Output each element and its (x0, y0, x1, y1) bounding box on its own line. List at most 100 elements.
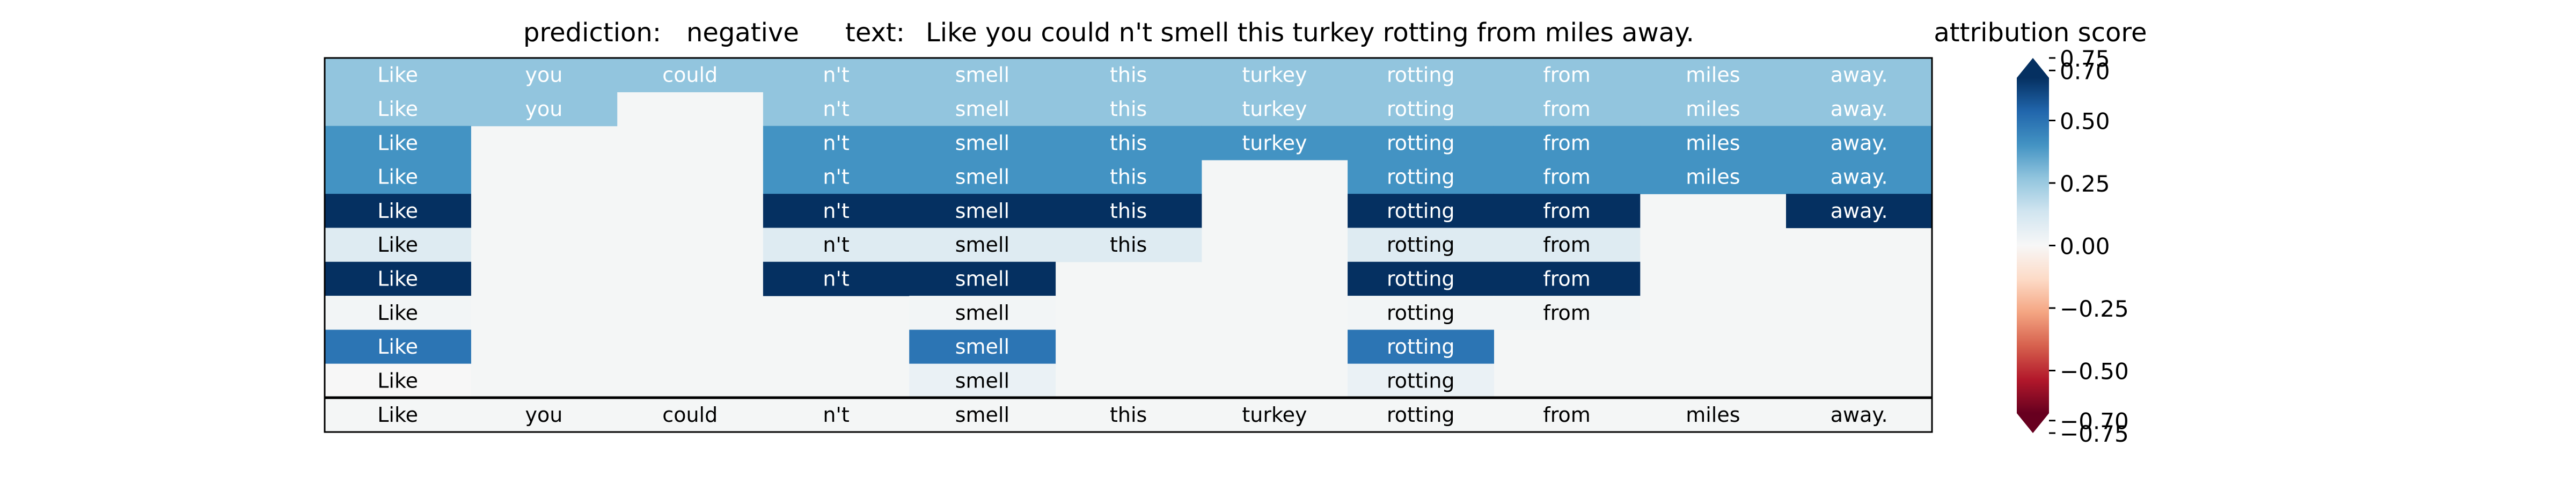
heatmap-cell-label: from (1543, 301, 1590, 325)
footer-token-label: from (1543, 403, 1590, 427)
heatmap-cell (325, 228, 471, 262)
colorbar-tick-label: 0.25 (2060, 171, 2110, 197)
heatmap-cell-label: you (525, 97, 563, 121)
heatmap-cell-label: miles (1686, 63, 1740, 87)
heatmap-cell-label: Like (377, 335, 418, 358)
heatmap-cell-label: from (1543, 131, 1590, 155)
heatmap-cell (1348, 296, 1494, 330)
heatmap-cell (909, 296, 1056, 330)
heatmap-cell (1201, 92, 1348, 127)
heatmap-cell (1494, 126, 1641, 160)
heatmap-cell-label: this (1110, 63, 1147, 87)
heatmap-cell-label: n't (823, 267, 849, 290)
heatmap-cell-label: rotting (1387, 335, 1455, 358)
heatmap-cell (325, 296, 471, 330)
heatmap-cell-label: Like (377, 267, 418, 290)
heatmap-cell (325, 261, 471, 296)
footer-token-label: miles (1686, 403, 1740, 427)
heatmap-cell-label: smell (955, 165, 1009, 189)
footer-token-label: you (525, 403, 563, 427)
colorbar-tick-label: 0.75 (2060, 46, 2110, 72)
heatmap-cell (909, 261, 1056, 296)
heatmap-cell (909, 194, 1056, 229)
colorbar-tick-label: −0.50 (2060, 358, 2129, 385)
heatmap-cell (909, 126, 1056, 160)
heatmap-cell (763, 194, 910, 229)
heatmap-cell (909, 363, 1056, 398)
heatmap-cell (1348, 330, 1494, 364)
text-label: text: (845, 18, 905, 48)
heatmap-cell-label: smell (955, 97, 1009, 121)
heatmap-cell-label: n't (823, 165, 849, 189)
heatmap-cell (1348, 58, 1494, 92)
heatmap-cell (1055, 126, 1202, 160)
heatmap-cell (763, 92, 910, 127)
colorbar-tick-label: −0.75 (2060, 421, 2129, 447)
heatmap-cell (1348, 92, 1494, 127)
heatmap-cell-label: away. (1831, 131, 1888, 155)
heatmap-cell (1640, 58, 1787, 92)
heatmap-cell-label: rotting (1387, 131, 1455, 155)
footer-token-label: smell (955, 403, 1009, 427)
heatmap-cell (1786, 126, 1933, 160)
heatmap-cell-label: smell (955, 267, 1009, 290)
footer-token-label: this (1110, 403, 1147, 427)
colorbar-gradient (2033, 78, 2049, 413)
heatmap-cell-label: rotting (1387, 301, 1455, 325)
heatmap-cell (1494, 296, 1641, 330)
heatmap-cell-label: this (1110, 131, 1147, 155)
heatmap-cell (1494, 194, 1641, 229)
heatmap-cell (1055, 159, 1202, 194)
heatmap-cell-label: Like (377, 369, 418, 392)
heatmap-cell (1348, 126, 1494, 160)
heatmap-cell-label: n't (823, 63, 849, 87)
prediction-value: negative (686, 18, 799, 48)
heatmap-cell-label: from (1543, 63, 1590, 87)
prediction-label: prediction: (523, 18, 661, 48)
heatmap-cell (1348, 159, 1494, 194)
heatmap-cell (1055, 194, 1202, 229)
colorbar-title: attribution score (1934, 18, 2147, 48)
heatmap-cell-label: rotting (1387, 369, 1455, 392)
heatmap-cell-label: rotting (1387, 63, 1455, 87)
heatmap-cell (763, 261, 910, 296)
heatmap-cells: Like you could n't smell this turkey rotting fro… (325, 58, 1933, 398)
heatmap-frame (324, 57, 1933, 433)
heatmap-cell (325, 194, 471, 229)
footer-token-label: away. (1831, 403, 1888, 427)
heatmap-cell (1786, 159, 1933, 194)
heatmap-cell (1786, 92, 1933, 127)
token-footer-row: Like you could n't smell this turkey rotting fro… (325, 398, 1933, 432)
heatmap-cell (1786, 58, 1933, 92)
colorbar-tick-label: −0.25 (2060, 296, 2129, 322)
heatmap-cell (325, 159, 471, 194)
heatmap-cell (1640, 126, 1787, 160)
heatmap-cell-label: rotting (1387, 199, 1455, 223)
colorbar-tick-label: −0.70 (2060, 408, 2129, 435)
heatmap-cell-label: from (1543, 199, 1590, 223)
heatmap-cell-label: away. (1831, 97, 1888, 121)
heatmap-cell (1494, 261, 1641, 296)
heatmap-cell-label: away. (1831, 63, 1888, 87)
heatmap-cell-label: smell (955, 199, 1009, 223)
heatmap-cell (1055, 228, 1202, 262)
heatmap-cell-label: from (1543, 165, 1590, 189)
heatmap-cell-label: n't (823, 131, 849, 155)
heatmap-cell (1201, 126, 1348, 160)
colorbar-gradient-left (2017, 78, 2033, 413)
text-value: Like you could n't smell this turkey rot… (926, 18, 1694, 48)
heatmap-cell-label: Like (377, 63, 418, 87)
heatmap-cell-label: smell (955, 335, 1009, 358)
heatmap-cell-label: this (1110, 199, 1147, 223)
colorbar-ticks: 0.75 0.50 0.25 0.00 −0.25 −0.50 −0.75 0.70 −0.70 (2049, 46, 2129, 447)
heatmap-cell-label: Like (377, 165, 418, 189)
heatmap-cell (763, 159, 910, 194)
heatmap-cell-label: from (1543, 97, 1590, 121)
heatmap-cell-label: this (1110, 233, 1147, 257)
footer-token-label: Like (377, 403, 418, 427)
heatmap-cell (471, 92, 618, 127)
heatmap-cell-label: n't (823, 199, 849, 223)
heatmap-cell-label: away. (1831, 199, 1888, 223)
heatmap-cell-label: Like (377, 301, 418, 325)
footer-token-label: could (662, 403, 718, 427)
